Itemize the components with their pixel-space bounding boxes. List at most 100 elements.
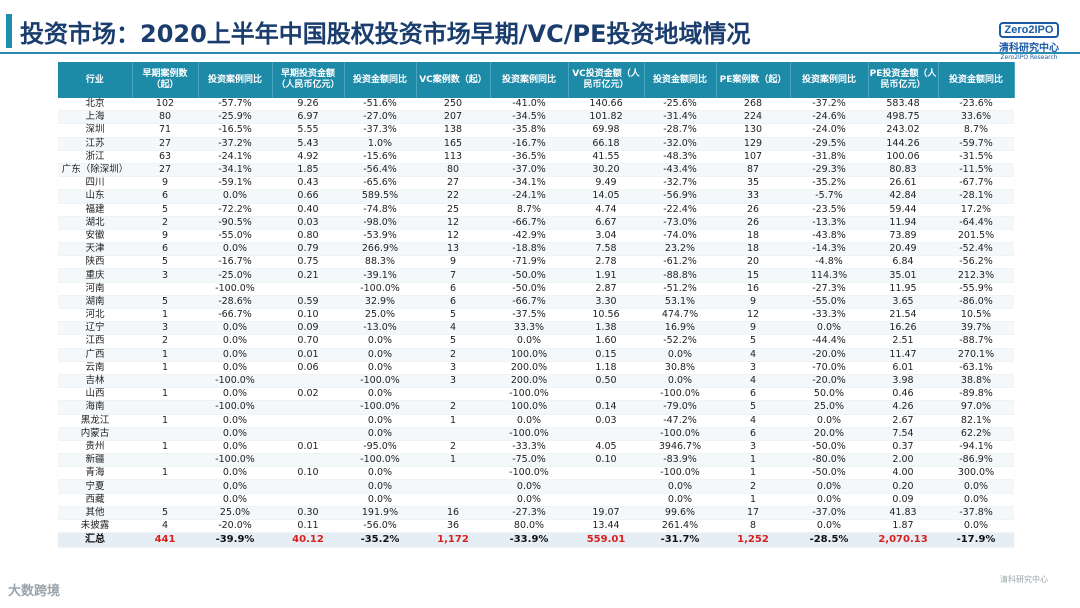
value-cell: 498.75 [868,110,938,125]
value-cell [132,453,198,468]
value-cell: -4.8% [790,255,868,270]
table-row: 山西 1 0.0% 0.02 0.0% -100.0% -100.0% 6 50.0% 0.46-… [58,387,1014,402]
value-cell: 2 [132,216,198,230]
value-cell: -55.0% [198,229,272,244]
value-cell: 0.11 [272,519,344,534]
value-cell: -94.1% [938,440,1014,455]
region-cell: 青海 [58,466,132,481]
value-cell: 20 [716,255,790,270]
logo-en-text: Zero2IPO Research [1000,54,1058,61]
value-cell: -35.2% [790,176,868,191]
region-cell: 重庆 [58,268,132,283]
value-cell: 6.67 [568,216,644,230]
value-cell: -13.0% [344,321,416,336]
value-cell: 1 [132,308,198,323]
value-cell: -50.0% [490,282,568,296]
value-cell: 0.0% [198,334,272,349]
value-cell: 16.9% [644,321,716,336]
value-cell: 201.5% [938,229,1014,244]
value-cell: 5.43 [272,137,344,151]
value-cell: 0.10 [568,453,644,468]
value-cell: 0.0% [198,493,272,507]
region-cell: 未披露 [58,519,132,534]
table-row: 湖南 5 -28.6% 0.59 32.9% 6 -66.7% 3.30 53.1% 9 -55.0… [58,295,1014,310]
value-cell: 35 [716,176,790,191]
value-cell [416,427,490,441]
value-cell: 80.83 [868,163,938,178]
column-header: 投资金额同比 [938,62,1015,98]
value-cell: -75.0% [490,453,568,468]
value-cell: 0.03 [272,216,344,230]
value-cell: 16 [416,506,490,521]
value-cell [132,282,198,296]
value-cell: 1 [716,466,790,481]
value-cell: 42.84 [868,189,938,204]
value-cell: -90.5% [198,216,272,230]
value-cell: 2 [716,479,790,494]
value-cell: 11.94 [868,216,938,230]
table-row: 吉林 -100.0% -100.0% 3 200.0% 0.50 0.0% 4 -20.0% 3.… [58,374,1014,389]
value-cell: -88.7% [938,334,1014,349]
value-cell: 1 [132,348,198,362]
column-header: 行业 [58,62,133,98]
value-cell: -27.3% [790,282,868,296]
value-cell: 4.92 [272,150,344,164]
value-cell: 0.0% [490,334,568,349]
table-row: 安徽 9 -55.0% 0.80 -53.9% 12 -42.9% 3.04 -74.0% 18-… [58,229,1014,244]
value-cell: 0.0% [344,466,416,481]
value-cell: -16.7% [198,255,272,270]
value-cell: 0.06 [272,361,344,375]
value-cell: 20.0% [790,427,868,441]
value-cell: -5.7% [790,189,868,204]
value-cell: -18.8% [490,242,568,257]
value-cell: 243.02 [868,123,938,138]
value-cell: 38.8% [938,374,1014,389]
total-value-cell: 40.12 [272,532,344,549]
value-cell: 13 [416,242,490,257]
value-cell: 100.06 [868,150,938,164]
value-cell: 33.6% [938,110,1014,125]
table-row: 重庆 3 -25.0% 0.21 -39.1% 7 -50.0% 1.91 -88.8% 15 11… [58,268,1014,283]
value-cell [416,466,490,481]
value-cell: -24.1% [490,189,568,204]
value-cell: 0.30 [272,506,344,521]
table-row: 云南 1 0.0% 0.06 0.0% 3 200.0% 1.18 30.8% 3 -70.0% 6.… [58,361,1014,375]
value-cell: 2 [416,348,490,362]
value-cell: 5.55 [272,123,344,138]
table-row: 内蒙古 0.0% 0.0% -100.0% -100.0% 6 20.0% 7.54 62.2% [58,427,1014,441]
value-cell: 32.9% [344,295,416,310]
total-value-cell: 1,172 [416,532,490,549]
value-cell: 50.0% [790,387,868,402]
value-cell: 8 [716,519,790,534]
region-cell: 其他 [58,506,132,521]
value-cell: 53.1% [644,295,716,310]
value-cell: 9 [132,229,198,244]
value-cell: -89.8% [938,387,1014,402]
value-cell: 9 [716,295,790,310]
total-value-cell: -17.9% [938,532,1014,549]
value-cell: 6 [132,189,198,204]
value-cell: 20.49 [868,242,938,257]
value-cell: 0.70 [272,334,344,349]
value-cell: 99.6% [644,506,716,521]
column-header: PE投资金额（人民币亿元） [868,62,939,98]
table-row: 江苏 27 -37.2% 5.43 1.0% 165 -16.7% 66.18 -32.0% 12… [58,137,1014,151]
value-cell: 4.74 [568,203,644,217]
value-cell: 100.0% [490,348,568,362]
value-cell: 11.47 [868,348,938,362]
value-cell: 19.07 [568,506,644,521]
value-cell: 0.15 [568,348,644,362]
value-cell: -43.8% [790,229,868,244]
column-header: 早期案例数（起） [132,62,199,98]
value-cell: -80.0% [790,453,868,468]
value-cell: -66.7% [490,216,568,230]
value-cell: 5 [132,295,198,310]
value-cell: 0.10 [272,466,344,481]
value-cell [132,493,198,507]
value-cell: 138 [416,123,490,138]
value-cell: 100.0% [490,400,568,415]
table-row: 湖北 2 -90.5% 0.03 -98.0% 12 -66.7% 6.67 -73.0% 26-… [58,216,1014,230]
value-cell: 1.60 [568,334,644,349]
value-cell: 589.5% [344,189,416,204]
value-cell: 0.0% [198,427,272,441]
